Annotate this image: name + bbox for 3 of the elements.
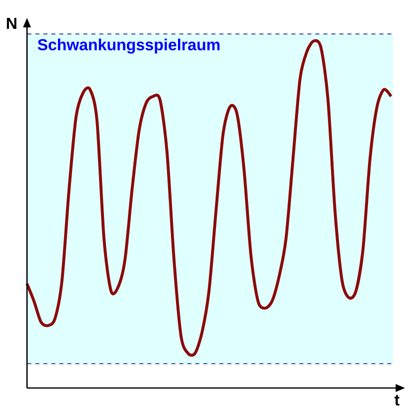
y-axis-title: N [6, 18, 16, 29]
x-axis-title: t [394, 394, 400, 406]
band-label: Schwankungsspielraum [38, 38, 220, 54]
